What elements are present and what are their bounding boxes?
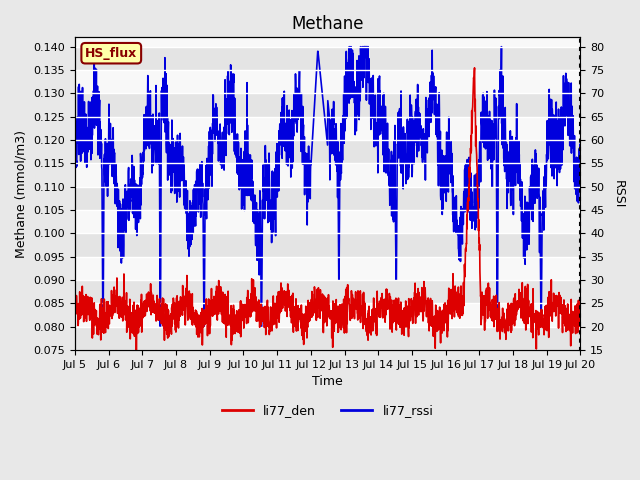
Legend: li77_den, li77_rssi: li77_den, li77_rssi [217,399,438,422]
Title: Methane: Methane [291,15,364,33]
Bar [75,140,580,163]
X-axis label: Time: Time [312,375,343,388]
Bar [75,280,580,303]
Bar [75,47,580,70]
Y-axis label: Methane (mmol/m3): Methane (mmol/m3) [15,130,28,258]
Text: HS_flux: HS_flux [85,47,138,60]
Bar [75,327,580,350]
Bar [75,93,580,117]
Y-axis label: RSSI: RSSI [612,180,625,208]
Bar [75,233,580,257]
Bar [75,187,580,210]
